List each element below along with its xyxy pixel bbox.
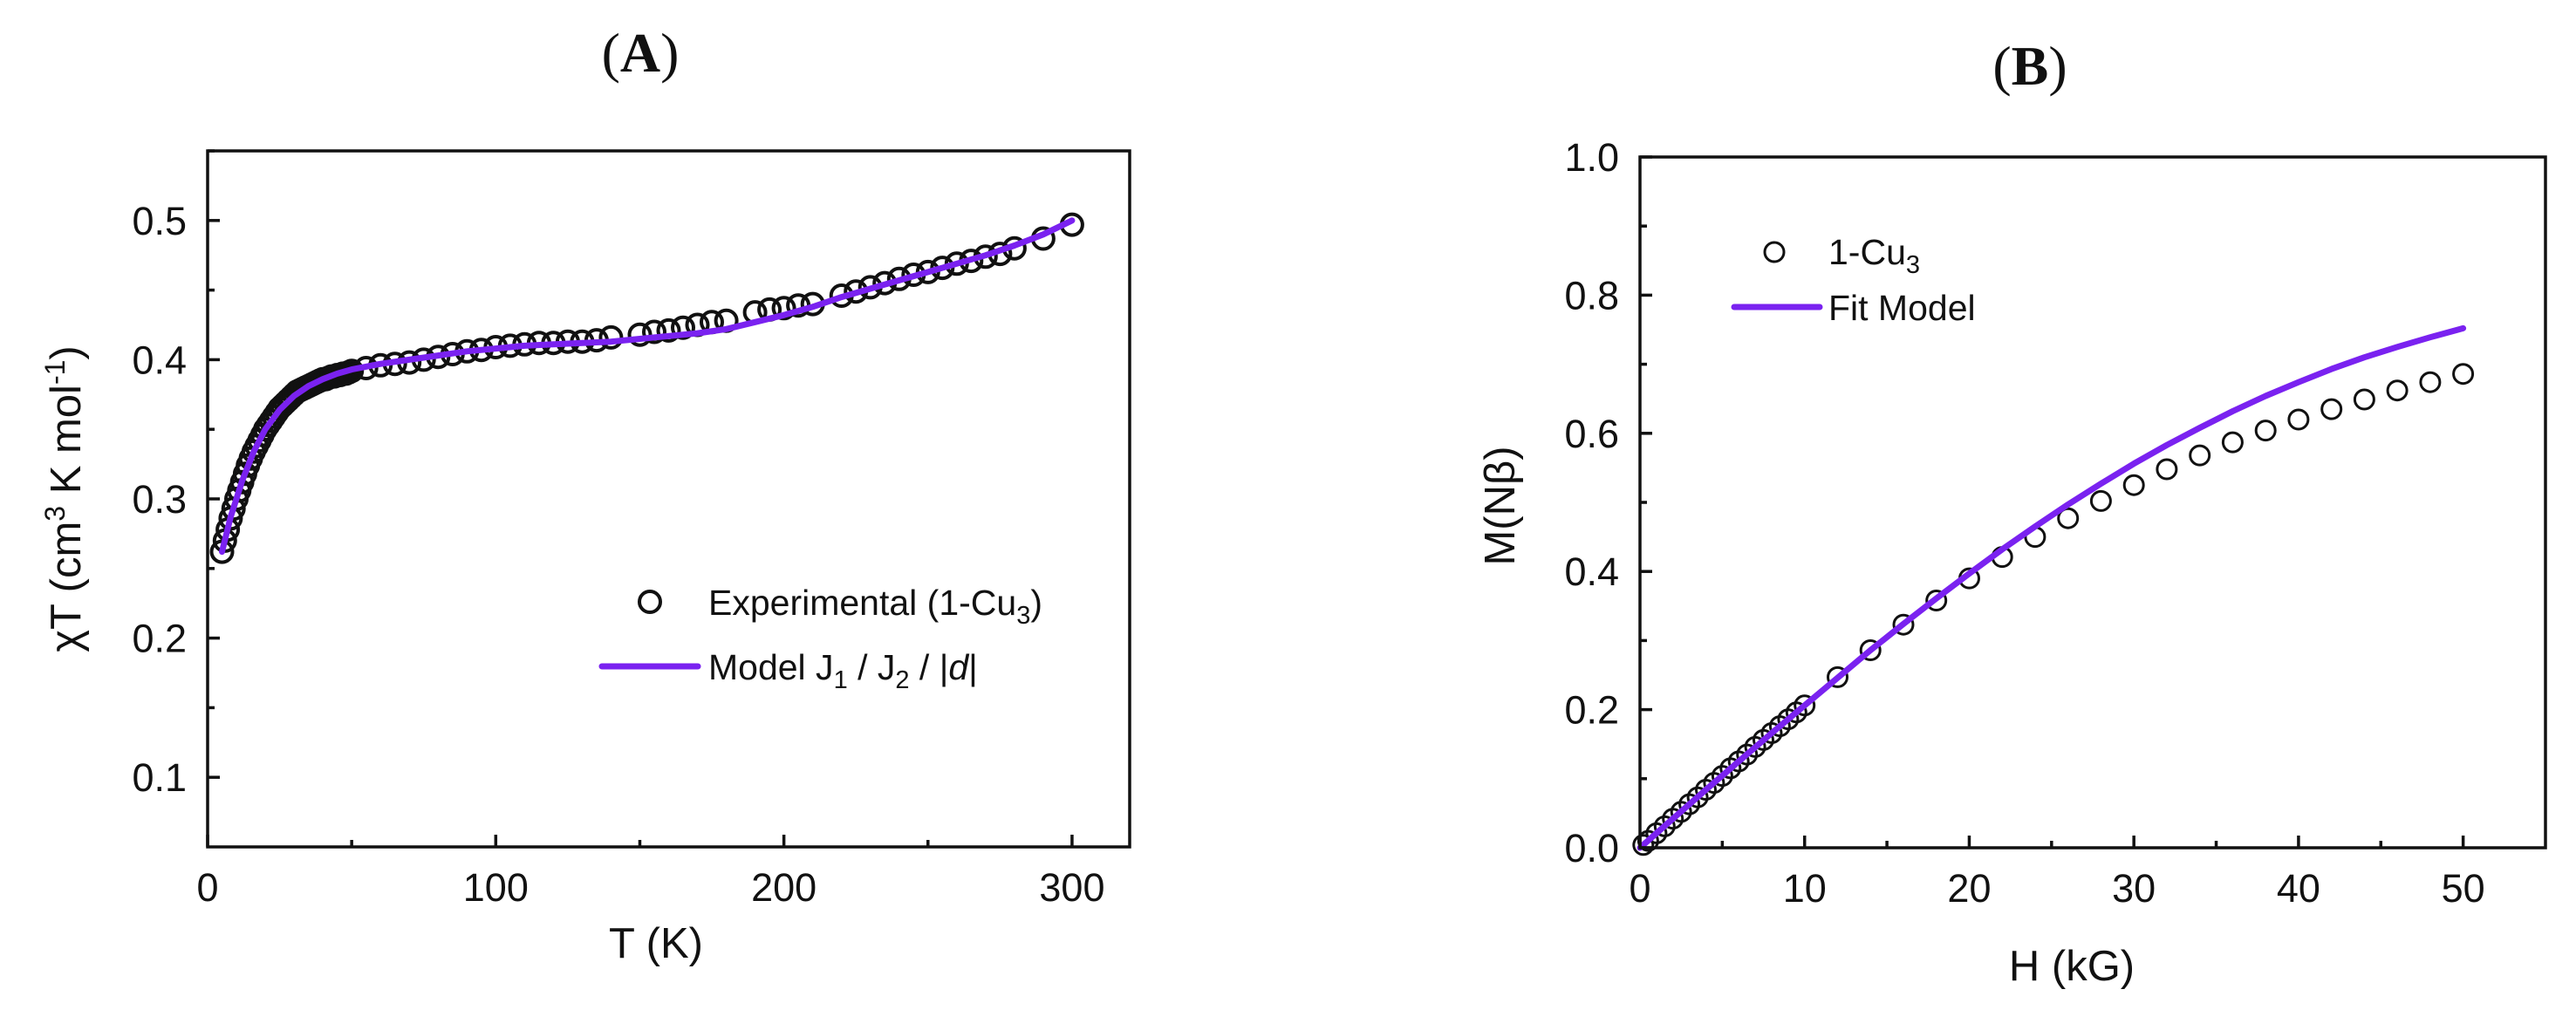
panel-a-legend-model: Model J1 / J2 / |d| [708,647,978,694]
y-tick-label: 0.2 [1564,688,1619,733]
panel-a-x-axis-label: T (K) [609,920,703,967]
panel-b-chart: (B) 0 10 20 30 40 50 0.0 0.2 0.4 0.6 0.8 1.0 H (kG)… [1477,35,2547,990]
panel-a-fit-line [219,217,1076,556]
panel-b-legend-fit-model: Fit Model [1828,288,1976,328]
panel-b-legend: 1-Cu3 Fit Model [1731,232,1976,328]
panel-b-data-area [1632,324,2475,856]
panel-b-data-point [1859,639,1882,661]
panel-b-data-point [2089,489,2112,512]
panel-a-data-area [209,212,1084,564]
x-tick-label: 0 [196,865,218,910]
y-tick-label: 0.1 [132,755,187,800]
panel-b-fit-line [1636,324,2467,851]
x-tick-label: 300 [1039,865,1104,910]
panel-b-legend-marker-icon [1763,241,1786,263]
y-tick-label: 0.2 [132,617,187,661]
panel-a-data-point [627,322,653,347]
y-tick-label: 0.5 [132,199,187,243]
panel-b-data-point [1632,834,1655,856]
panel-a-y-axis-label: χT (cm3 K mol-1) [39,345,90,652]
panel-a-chart: (A) 0 100 200 300 0.1 0.2 0.3 0.4 0.5 T (K) χT (… [39,22,1131,967]
y-tick-label: 0.3 [132,477,187,522]
panel-a-data-point [642,319,666,345]
panel-b-data-point [1925,590,1948,611]
panel-b-data-point [2156,458,2178,481]
panel-a-data-point [598,324,624,350]
panel-b-data-point [1794,694,1816,717]
x-tick-label: 100 [463,865,529,910]
panel-b-data-point [2419,371,2442,393]
x-tick-label: 20 [1947,866,1991,911]
panel-b-data-point [2254,420,2277,442]
y-tick-label: 0.8 [1564,273,1619,317]
panel-a-legend-marker-icon [638,590,662,614]
x-tick-label: 50 [2442,866,2485,911]
panel-b-legend-1cu3: 1-Cu3 [1828,232,1920,279]
y-tick-label: 0.4 [1564,549,1619,594]
x-tick-label: 10 [1783,866,1827,911]
y-tick-label: 0.6 [1564,412,1619,456]
panel-b-data-point [1892,613,1915,636]
panel-a-data-point [656,317,681,343]
y-tick-label: 0.0 [1564,826,1619,870]
panel-b-label: (B) [1992,35,2067,97]
panel-a-legend-experimental: Experimental (1-Cu3) [708,583,1042,630]
panel-b-data-point [2122,474,2145,496]
panel-a-data-point [771,296,796,321]
x-tick-label: 40 [2277,866,2320,911]
panel-b-data-point [2452,363,2475,386]
panel-b-x-axis-label: H (kG) [2009,943,2135,990]
panel-b-data-point [1827,665,1848,688]
panel-b-axis-ticks: 0 10 20 30 40 50 0.0 0.2 0.4 0.6 0.8 1.0 [1564,135,2484,911]
panel-a-legend: Experimental (1-Cu3) Model J1 / J2 / |d| [598,583,1042,694]
panel-b-data-point [2057,507,2080,529]
panel-b-data-point [2353,388,2375,411]
x-tick-label: 30 [2112,866,2156,911]
y-tick-label: 0.4 [132,338,187,382]
panel-a-data-point [671,315,695,340]
panel-b-data-point [2287,408,2310,431]
panel-b-data-point [2386,379,2409,402]
x-tick-label: 0 [1629,866,1650,911]
panel-b-data-point [2221,431,2244,454]
panel-a-label: (A) [602,22,680,84]
panel-b-y-axis-label: M(Nβ) [1477,446,1524,565]
panel-a-axis-ticks: 0 100 200 300 0.1 0.2 0.3 0.4 0.5 [132,149,1104,910]
x-tick-label: 200 [751,865,817,910]
panel-b-data-point [2189,444,2211,467]
y-tick-label: 1.0 [1564,135,1619,180]
panel-b-data-point [2320,398,2343,420]
